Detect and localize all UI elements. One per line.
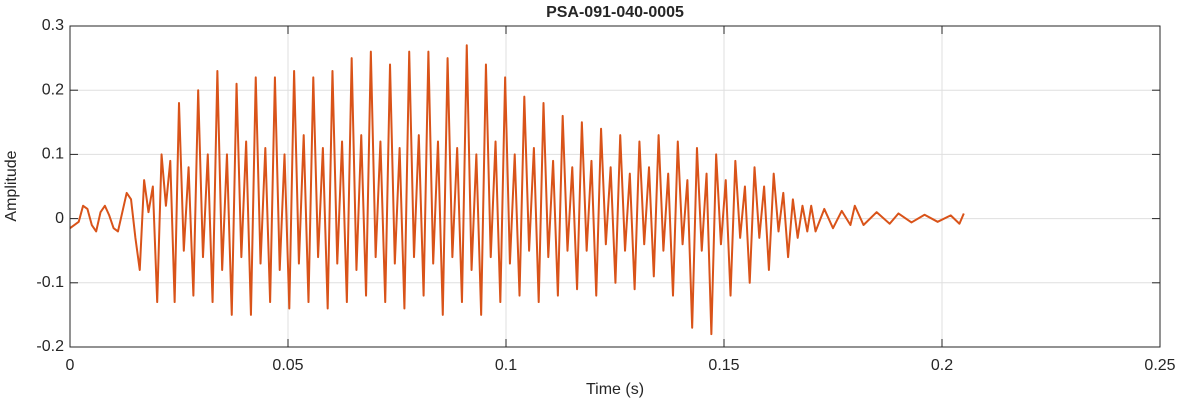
y-tick-label: 0.3 <box>42 17 64 34</box>
x-tick-label: 0.05 <box>272 357 303 374</box>
x-tick-label: 0.2 <box>931 357 953 374</box>
y-tick-label: 0.1 <box>42 146 64 163</box>
waveform-line <box>69 44 965 336</box>
y-tick-label: -0.2 <box>36 338 64 355</box>
axes-box <box>69 25 1161 348</box>
y-tick-label: 0 <box>55 210 64 227</box>
chart-title: PSA-091-040-0005 <box>546 4 684 21</box>
y-axis-label: Amplitude <box>3 150 20 221</box>
y-tick-label: 0.2 <box>42 81 64 98</box>
x-tick-label: 0 <box>66 357 75 374</box>
x-tick-label: 0.1 <box>495 357 517 374</box>
y-tick-label: -0.1 <box>36 274 64 291</box>
x-axis-label: Time (s) <box>586 381 644 398</box>
x-tick-label: 0.15 <box>708 357 739 374</box>
x-tick-label: 0.25 <box>1144 357 1175 374</box>
